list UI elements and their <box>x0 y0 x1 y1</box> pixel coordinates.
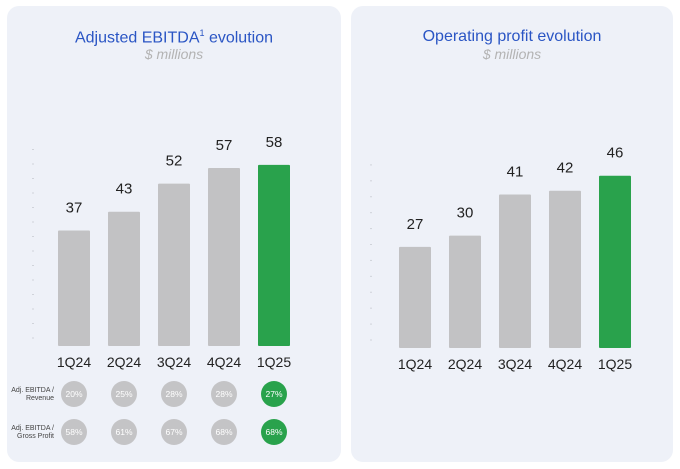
ratio-pill <box>211 419 237 445</box>
ratio-row-label: Adj. EBITDA / <box>11 425 54 432</box>
bar-4q24 <box>549 190 581 348</box>
category-label: 3Q24 <box>498 356 532 372</box>
ratio-pill <box>61 419 87 445</box>
category-label: 1Q25 <box>598 356 632 372</box>
bar-value-label: 37 <box>66 199 83 216</box>
operating-profit-bar-chart: 27 1Q24 30 2Q24 41 3Q24 42 4Q24 46 1Q25 <box>370 145 632 372</box>
ratio-pill <box>111 381 137 407</box>
bar-2q24 <box>108 211 140 346</box>
bar-1q25 <box>599 175 631 348</box>
category-label: 1Q25 <box>257 354 291 370</box>
bar-3q24 <box>158 183 190 346</box>
ebitda-bar-chart: 37 1Q24 43 2Q24 52 3Q24 57 4Q24 58 1Q25 Adj. EBITD… <box>11 134 291 445</box>
operating-profit-chart-title: Operating profit evolution <box>422 28 602 45</box>
bar-1q24 <box>58 230 90 346</box>
bar-4q24 <box>208 167 240 346</box>
ratio-pill-value: 27% <box>265 389 282 399</box>
ratio-pill-value: 20% <box>65 389 82 399</box>
bar-value-label: 58 <box>266 134 283 151</box>
category-label: 4Q24 <box>548 356 582 372</box>
ratio-pill <box>261 419 287 445</box>
bar-value-label: 27 <box>407 216 424 233</box>
ratio-pill <box>111 419 137 445</box>
ebitda-panel: Adjusted EBITDA1 evolution $ millions 37… <box>7 6 341 462</box>
ratio-pill <box>161 419 187 445</box>
ratio-pill-value: 25% <box>115 389 132 399</box>
category-label: 2Q24 <box>107 354 141 370</box>
bar-value-label: 30 <box>457 205 474 222</box>
category-label: 2Q24 <box>448 356 482 372</box>
bar-value-label: 46 <box>607 145 624 162</box>
ratio-pill-value: 67% <box>165 427 182 437</box>
category-label: 1Q24 <box>57 354 91 370</box>
ratio-row-label: Gross Profit <box>17 433 54 440</box>
operating-profit-panel: Operating profit evolution $ millions 27… <box>351 6 673 462</box>
bar-1q24 <box>399 246 431 348</box>
ratio-pill <box>161 381 187 407</box>
bar-1q25 <box>258 164 290 346</box>
ratio-row-label: Revenue <box>26 395 54 402</box>
ratio-pill <box>211 381 237 407</box>
ratio-pill <box>261 381 287 407</box>
bar-value-label: 41 <box>507 163 524 180</box>
ratio-pill-value: 28% <box>215 389 232 399</box>
ebitda-chart-title: Adjusted EBITDA1 evolution <box>74 28 273 47</box>
category-label: 4Q24 <box>207 354 241 370</box>
bar-value-label: 43 <box>116 181 133 198</box>
ratio-pill-value: 58% <box>65 427 82 437</box>
ratio-row-label: Adj. EBITDA / <box>11 387 54 394</box>
ebitda-chart-subtitle: $ millions <box>144 46 204 62</box>
operating-profit-chart-subtitle: $ millions <box>482 46 542 62</box>
bar-value-label: 57 <box>216 137 233 154</box>
category-label: 1Q24 <box>398 356 432 372</box>
ratio-pill-value: 68% <box>265 427 282 437</box>
ratio-pill-value: 61% <box>115 427 132 437</box>
ratio-pill-value: 28% <box>165 389 182 399</box>
bar-2q24 <box>449 235 481 348</box>
bar-3q24 <box>499 194 531 348</box>
bar-value-label: 42 <box>557 160 574 177</box>
category-label: 3Q24 <box>157 354 191 370</box>
ratio-pill <box>61 381 87 407</box>
ratio-pill-value: 68% <box>215 427 232 437</box>
bar-value-label: 52 <box>166 153 183 170</box>
